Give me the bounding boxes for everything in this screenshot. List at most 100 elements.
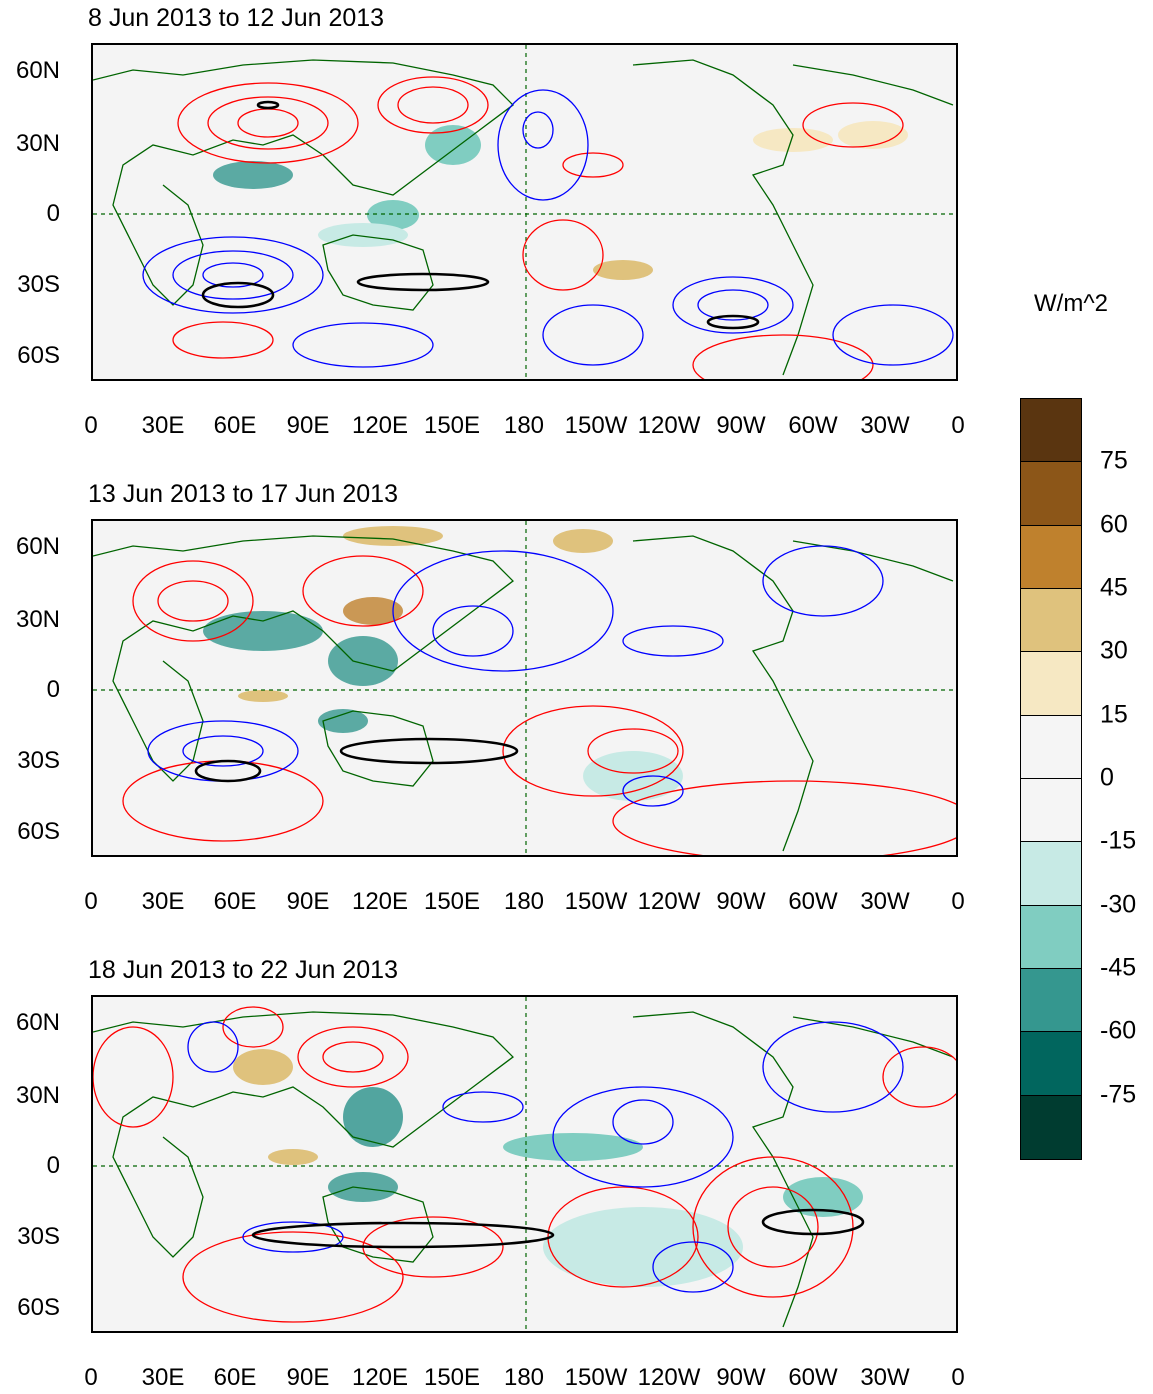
colorbar-label: 60 [1100,510,1128,539]
y-tick-label: 0 [46,200,60,227]
x-tick-label: 180 [503,888,545,915]
colorbar-swatch [1021,399,1081,463]
x-tick-label: 150W [564,1364,628,1391]
y-tick-label: 30N [15,606,60,633]
x-tick-label: 180 [503,1364,545,1391]
colorbar-label: -45 [1100,953,1137,982]
x-tick-label: 180 [503,412,545,439]
colorbar [1020,398,1082,1160]
x-tick-label: 60W [788,888,838,915]
y-tick-label: 0 [46,1152,60,1179]
significance-contours [251,1208,865,1249]
y-tick-label: 60S [17,818,60,845]
positive-contours [122,555,956,855]
x-tick-label: 90W [716,1364,766,1391]
x-tick-label: 60E [213,412,257,439]
coastlines [93,535,954,852]
positive-contours [172,76,904,379]
colorbar-label: -75 [1100,1080,1137,1109]
panel-title: 13 Jun 2013 to 17 Jun 2013 [88,480,398,508]
y-tick-label: 30N [15,1082,60,1109]
coastlines [93,59,954,376]
x-tick-label: 120W [637,888,701,915]
x-tick-label: 150E [423,888,481,915]
equator-line [93,45,956,379]
colorbar-swatch [1021,715,1081,779]
negative-contours [142,89,954,368]
x-tick-label: 60E [213,1364,257,1391]
equator-line [93,521,956,855]
y-tick-label: 60N [15,533,60,560]
map-plot [91,43,958,381]
colorbar-swatch [1021,1095,1081,1159]
map-plot [91,995,958,1333]
x-tick-label: 90W [716,412,766,439]
panel-title: 8 Jun 2013 to 12 Jun 2013 [88,4,385,32]
x-tick-label: 120E [351,888,409,915]
x-axis-labels: 0 30E 60E 90E 120E 150E 180 150W 120W 90W 60W 30W 0 [0,412,1000,442]
x-tick-label: 0 [951,888,965,915]
x-tick-label: 120E [351,1364,409,1391]
map-canvas [93,45,956,379]
colorbar-swatch [1021,905,1081,969]
x-tick-label: 60E [213,888,257,915]
negative-contours [187,1021,904,1293]
x-tick-label: 30W [860,888,910,915]
y-tick-label: 60N [15,57,60,84]
x-tick-label: 150E [423,412,481,439]
colorbar-swatch [1021,842,1081,906]
significance-contours [201,100,760,330]
map-plot [91,519,958,857]
colorbar-label: -60 [1100,1016,1137,1045]
colorbar-units: W/m^2 [1034,290,1108,317]
colorbar-label: -15 [1100,826,1137,855]
x-tick-label: 30E [141,888,185,915]
x-axis-labels: 0 30E 60E 90E 120E 150E 180 150W 120W 90W 60W 30W 0 [0,1364,1000,1394]
map-canvas [93,521,956,855]
x-tick-label: 30W [860,1364,910,1391]
y-tick-label: 30S [17,747,60,774]
panel-title: 18 Jun 2013 to 22 Jun 2013 [88,956,398,984]
x-tick-label: 60W [788,412,838,439]
y-tick-label: 30S [17,1223,60,1250]
colorbar-swatch [1021,462,1081,526]
x-tick-label: 120W [637,1364,701,1391]
x-tick-label: 150W [564,888,628,915]
colorbar-swatch [1021,525,1081,589]
x-tick-label: 120W [637,412,701,439]
x-tick-label: 0 [84,888,98,915]
colorbar-label: 75 [1100,446,1128,475]
colorbar-swatch [1021,969,1081,1033]
y-tick-label: 30N [15,130,60,157]
x-tick-label: 0 [951,1364,965,1391]
x-tick-label: 150W [564,412,628,439]
y-tick-label: 30S [17,271,60,298]
x-tick-label: 90W [716,888,766,915]
y-tick-label: 0 [46,676,60,703]
x-tick-label: 90E [286,412,330,439]
equator-line [93,997,956,1331]
x-tick-label: 60W [788,1364,838,1391]
anomaly-shading [213,121,908,280]
x-tick-label: 30E [141,1364,185,1391]
y-tick-label: 60S [17,1294,60,1321]
y-tick-label: 60N [15,1009,60,1036]
colorbar-label: 45 [1100,573,1128,602]
colorbar-swatch [1021,652,1081,716]
colorbar-label: -30 [1100,890,1137,919]
y-tick-label: 60S [17,342,60,369]
colorbar-swatch [1021,779,1081,843]
x-tick-label: 30W [860,412,910,439]
x-axis-labels: 0 30E 60E 90E 120E 150E 180 150W 120W 90W 60W 30W 0 [0,888,1000,918]
x-tick-label: 0 [84,1364,98,1391]
colorbar-label: 15 [1100,700,1128,729]
x-tick-label: 0 [951,412,965,439]
colorbar-label: 0 [1100,763,1114,792]
colorbar-swatch [1021,1032,1081,1096]
map-canvas [93,997,956,1331]
x-tick-label: 30E [141,412,185,439]
colorbar-swatch [1021,589,1081,653]
x-tick-label: 90E [286,888,330,915]
coastlines [93,1011,954,1328]
x-tick-label: 120E [351,412,409,439]
